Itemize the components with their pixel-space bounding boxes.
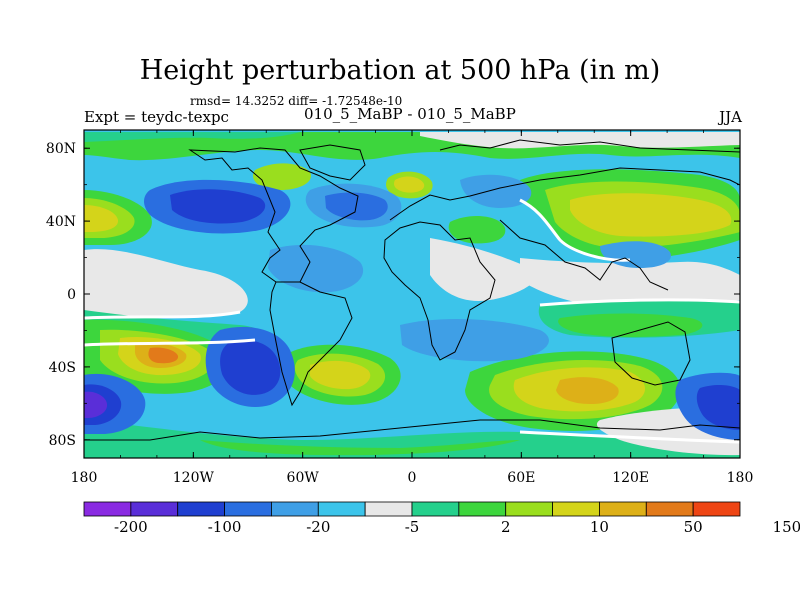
colorbar-swatch	[83, 501, 132, 517]
x-tick-label: 120W	[173, 470, 215, 486]
contour-region	[220, 340, 281, 395]
coastline-africa	[383, 221, 496, 361]
colorbar-label: -20	[306, 518, 330, 536]
x-tick-label: 120E	[612, 470, 649, 486]
colorbar: -200 -100 -20 -5 2 10 50 150	[83, 501, 800, 536]
colorbar-label: 10	[590, 518, 609, 536]
colorbar-swatch	[177, 501, 225, 517]
colorbar-swatch	[411, 501, 460, 517]
period-label: 010_5_MaBP - 010_5_MaBP	[304, 105, 516, 123]
contour-region	[460, 174, 532, 208]
x-tick-label: 60W	[287, 470, 320, 486]
zero-contour	[519, 430, 740, 444]
coastline-greenland	[299, 144, 366, 181]
colorbar-label: -200	[114, 518, 148, 536]
y-axis: 80N 40N 0 40S 80S	[46, 141, 740, 449]
contour-region	[448, 216, 506, 244]
contour-region	[148, 347, 179, 364]
x-tick-label: 60E	[507, 470, 535, 486]
y-tick-label: 80S	[49, 433, 76, 449]
coastline-australia	[611, 321, 691, 386]
contour-region	[570, 193, 732, 237]
zero-contour	[84, 338, 256, 347]
y-tick-label: 40S	[49, 360, 76, 376]
y-tick-label: 40N	[46, 214, 76, 230]
x-axis: 180 120W 60W 0 60E 120E 180	[71, 130, 754, 486]
contour-region	[696, 384, 740, 430]
plot-title: Height perturbation at 500 hPa (in m)	[139, 55, 661, 86]
colorbar-swatch	[271, 501, 319, 517]
x-tick-label: 180	[71, 470, 98, 486]
coastline-eurasia	[389, 139, 740, 291]
experiment-label: Expt = teydc-texpc	[84, 108, 229, 126]
contour-region	[268, 244, 364, 293]
colorbar-label: -100	[208, 518, 242, 536]
y-tick-label: 80N	[46, 141, 76, 157]
zero-contour	[84, 310, 241, 320]
colorbar-swatch	[317, 501, 366, 517]
colorbar-label: 50	[684, 518, 703, 536]
rmsd-stats-label: rmsd= 14.3252 diff= -1.72548e-10	[190, 94, 403, 108]
colorbar-swatch	[224, 501, 272, 517]
y-tick-label: 0	[67, 287, 76, 303]
contour-region	[520, 258, 740, 308]
colorbar-label: 150	[773, 518, 800, 536]
colorbar-swatch	[364, 501, 413, 517]
coastlines	[84, 139, 740, 441]
contour-region	[84, 205, 119, 232]
contour-region	[252, 163, 311, 190]
colorbar-swatch	[458, 501, 507, 517]
contour-region	[430, 238, 537, 301]
contour-region	[558, 313, 703, 337]
contour-field	[84, 130, 740, 458]
contour-region	[310, 360, 371, 390]
season-label: JJA	[719, 108, 742, 126]
colorbar-label: -5	[405, 518, 420, 536]
x-tick-label: 0	[408, 470, 417, 486]
coastline-antarctica	[84, 419, 740, 441]
contour-region	[200, 440, 520, 456]
colorbar-swatch	[692, 501, 741, 517]
zero-contour	[519, 198, 631, 262]
x-tick-label: 180	[727, 470, 754, 486]
contour-region	[84, 132, 300, 142]
colorbar-swatch	[130, 501, 179, 517]
contour-region	[84, 249, 248, 318]
coastline-north-america	[188, 147, 359, 283]
contour-region	[394, 176, 425, 193]
colorbar-swatch	[505, 501, 553, 517]
contour-region	[400, 318, 549, 362]
contour-region	[170, 189, 266, 224]
zero-contour	[539, 298, 740, 307]
contour-region	[556, 377, 619, 404]
contour-region	[420, 132, 740, 149]
colorbar-swatch	[599, 501, 647, 517]
coastline-south-america	[269, 281, 353, 407]
colorbar-swatch	[552, 501, 600, 517]
contour-region	[84, 391, 108, 418]
colorbar-label: 2	[501, 518, 511, 536]
colorbar-swatch	[645, 501, 694, 517]
